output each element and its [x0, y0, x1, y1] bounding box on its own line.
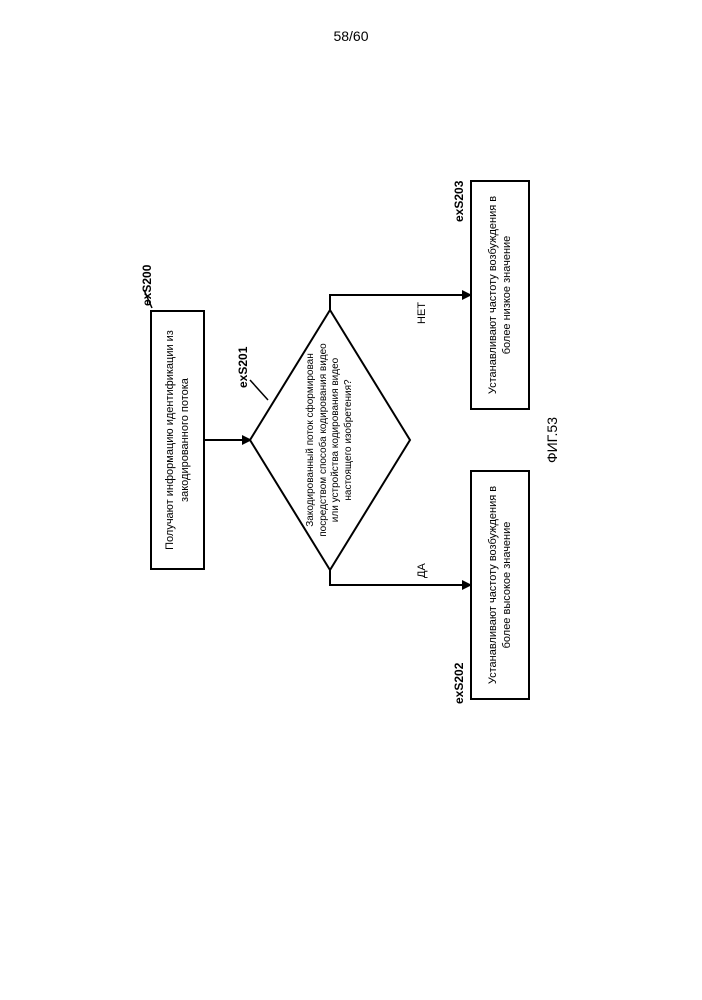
figure-caption: ФИГ.53 [544, 160, 560, 720]
edge-label-no: НЕТ [416, 302, 428, 324]
page-number: 58/60 [0, 28, 702, 44]
flowchart-stage: Получают информацию идентификации из зак… [140, 160, 570, 720]
node-exS203: Устанавливают частоту возбуждения в боле… [470, 180, 530, 410]
page: 58/60 Получают информацию идентификации … [0, 0, 702, 1000]
label-exS203: exS203 [452, 181, 466, 222]
node-exS202-text: Устанавливают частоту возбуждения в боле… [486, 476, 515, 694]
flowchart-rotated-wrapper: Получают информацию идентификации из зак… [140, 160, 570, 720]
node-exS202: Устанавливают частоту возбуждения в боле… [470, 470, 530, 700]
node-exS203-text: Устанавливают частоту возбуждения в боле… [486, 186, 515, 404]
label-exS202: exS202 [452, 663, 466, 704]
